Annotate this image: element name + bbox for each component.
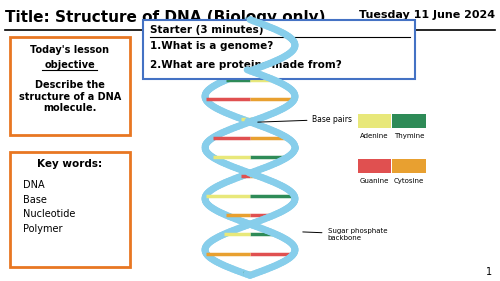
FancyBboxPatch shape bbox=[142, 20, 415, 79]
FancyBboxPatch shape bbox=[10, 152, 130, 267]
Text: Key words:: Key words: bbox=[38, 159, 102, 169]
Text: 1: 1 bbox=[486, 267, 492, 277]
FancyBboxPatch shape bbox=[358, 159, 391, 173]
Text: Describe the
structure of a DNA
molecule.: Describe the structure of a DNA molecule… bbox=[19, 80, 121, 113]
Text: Today's lesson: Today's lesson bbox=[30, 45, 110, 55]
FancyBboxPatch shape bbox=[358, 114, 391, 128]
Text: Sugar phosphate
backbone: Sugar phosphate backbone bbox=[303, 228, 387, 241]
Text: Thymine: Thymine bbox=[394, 133, 424, 139]
FancyBboxPatch shape bbox=[392, 114, 426, 128]
Text: Guanine: Guanine bbox=[360, 178, 388, 184]
Text: DNA
Base
Nucleotide
Polymer: DNA Base Nucleotide Polymer bbox=[22, 180, 75, 234]
Text: Base pairs: Base pairs bbox=[258, 115, 352, 124]
Text: Tuesday 11 June 2024: Tuesday 11 June 2024 bbox=[359, 10, 495, 20]
FancyBboxPatch shape bbox=[392, 159, 426, 173]
Text: 1.What is a genome?: 1.What is a genome? bbox=[150, 41, 273, 51]
FancyBboxPatch shape bbox=[10, 37, 130, 135]
Text: 2.What are proteins made from?: 2.What are proteins made from? bbox=[150, 60, 342, 71]
Text: Cytosine: Cytosine bbox=[394, 178, 424, 184]
Text: Starter (3 minutes): Starter (3 minutes) bbox=[150, 25, 264, 35]
Text: Adenine: Adenine bbox=[360, 133, 388, 139]
Text: objective: objective bbox=[44, 60, 96, 71]
Text: Title: Structure of DNA (Biology only): Title: Structure of DNA (Biology only) bbox=[5, 10, 326, 25]
